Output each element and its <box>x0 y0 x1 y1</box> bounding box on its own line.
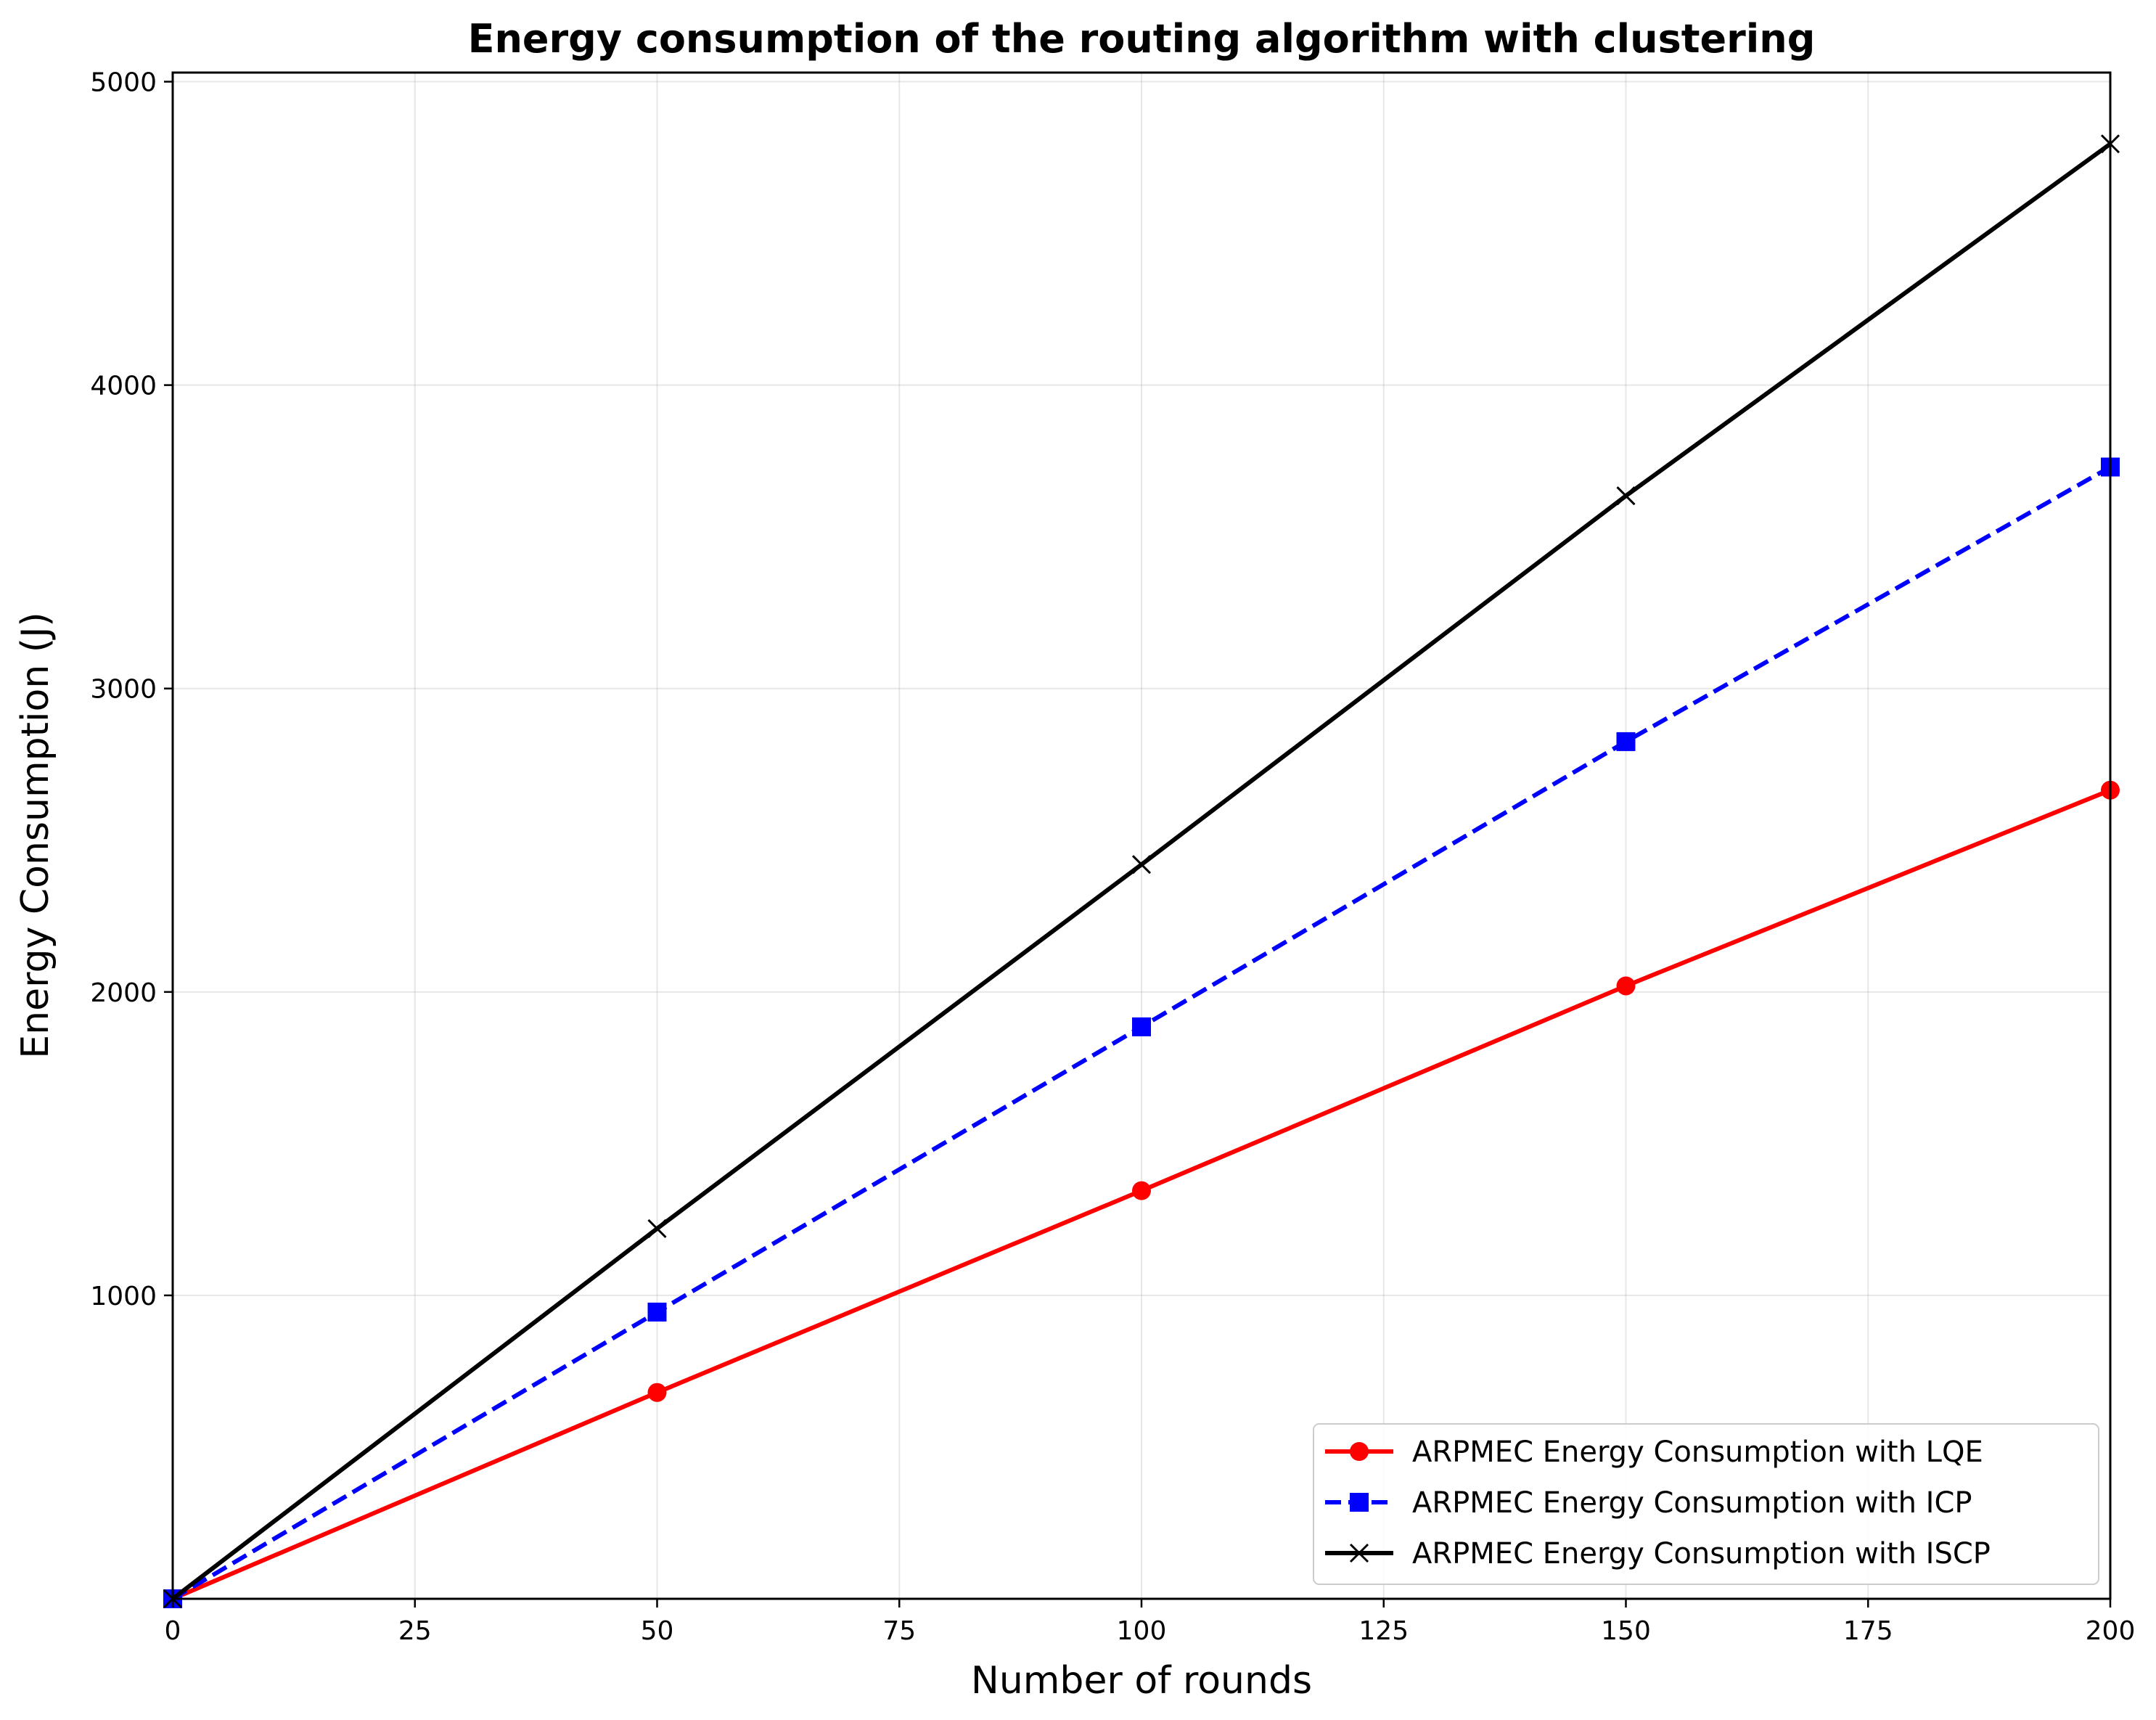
data-point <box>1132 1181 1151 1200</box>
x-tick-label: 100 <box>1117 1616 1167 1646</box>
y-tick-label: 2000 <box>90 978 157 1008</box>
y-tick-label: 5000 <box>90 68 157 98</box>
y-tick-label: 4000 <box>90 372 157 401</box>
y-axis: 1000 2000 3000 4000 5000 <box>90 68 173 1311</box>
legend: ARPMEC Energy Consumption with LQE ARPMEC… <box>1313 1423 2099 1585</box>
x-tick-label: 75 <box>882 1616 916 1646</box>
data-point <box>1131 855 1152 875</box>
x-axis: 0 25 50 75 100 125 150 175 200 <box>165 1599 2136 1646</box>
x-tick-label: 200 <box>2086 1616 2136 1646</box>
series-layer <box>163 134 2120 1609</box>
y-tick-label: 1000 <box>90 1282 157 1311</box>
legend-label: ARPMEC Energy Consumption with LQE <box>1412 1436 1983 1469</box>
data-point <box>647 1219 667 1238</box>
x-tick-label: 175 <box>1843 1616 1893 1646</box>
data-point <box>647 1383 667 1402</box>
legend-label: ARPMEC Energy Consumption with ICP <box>1412 1486 1972 1520</box>
data-point <box>647 1302 667 1322</box>
legend-item: ARPMEC Energy Consumption with LQE <box>1325 1436 1983 1469</box>
legend-marker <box>1349 1543 1369 1563</box>
x-tick-label: 0 <box>165 1616 181 1646</box>
legend-marker <box>1350 1442 1369 1461</box>
data-point <box>1132 1017 1151 1036</box>
x-tick-label: 150 <box>1601 1616 1651 1646</box>
x-tick-label: 25 <box>398 1616 432 1646</box>
legend-marker <box>1350 1493 1369 1512</box>
legend-item: ARPMEC Energy Consumption with ISCP <box>1325 1537 1991 1570</box>
data-point <box>1616 976 1636 996</box>
y-axis-label: Energy Consumption (J) <box>14 612 57 1058</box>
x-axis-label: Number of rounds <box>971 1659 1312 1703</box>
data-point <box>1616 732 1636 751</box>
data-point <box>1616 486 1636 506</box>
legend-label: ARPMEC Energy Consumption with ISCP <box>1412 1537 1991 1570</box>
chart-title: Energy consumption of the routing algori… <box>468 16 1816 62</box>
x-tick-label: 125 <box>1358 1616 1409 1646</box>
x-tick-label: 50 <box>641 1616 674 1646</box>
legend-box <box>1313 1423 2099 1585</box>
y-tick-label: 3000 <box>90 675 157 705</box>
legend-item: ARPMEC Energy Consumption with ICP <box>1325 1486 1972 1520</box>
